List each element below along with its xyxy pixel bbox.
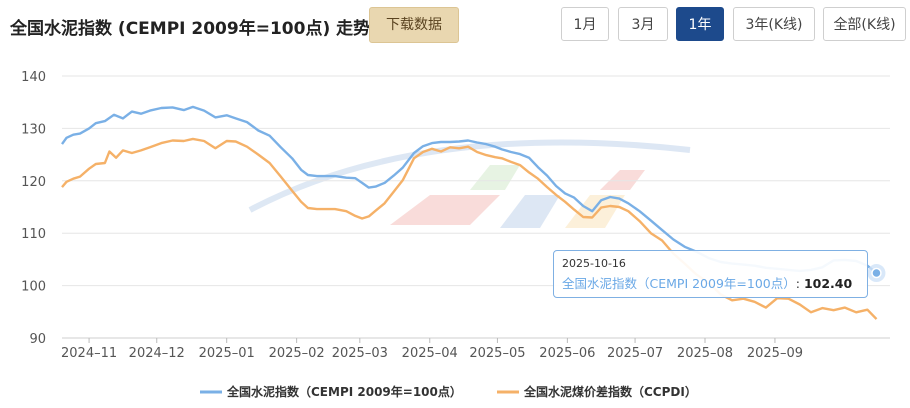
x-tick-label-10: 2025–09 xyxy=(747,346,803,361)
x-tick-label-7: 2025–06 xyxy=(539,346,595,361)
y-tick-label-130: 130 xyxy=(21,122,46,137)
y-tick-label-90: 90 xyxy=(29,332,46,347)
hover-markers xyxy=(867,264,886,283)
tooltip-separator: : xyxy=(795,276,800,291)
y-tick-label-120: 120 xyxy=(21,175,46,190)
y-axis: 90 100 110 120 130 140 xyxy=(21,70,46,347)
range-3-month-button[interactable]: 3月 xyxy=(618,7,668,41)
x-tick-label-1: 2024–12 xyxy=(129,346,185,361)
tooltip-date: 2025-10-16 xyxy=(562,257,626,270)
watermark-logo xyxy=(248,139,691,228)
x-tick-label-6: 2025–05 xyxy=(469,346,525,361)
legend-item-ccpdi[interactable]: 全国水泥煤价差指数（CCPDI） xyxy=(497,384,697,399)
range-3-year-kline-button[interactable]: 3年(K线) xyxy=(733,7,815,41)
y-tick-label-140: 140 xyxy=(21,70,46,85)
range-all-kline-button[interactable]: 全部(K线) xyxy=(823,7,906,41)
legend-label-ccpdi: 全国水泥煤价差指数（CCPDI） xyxy=(523,384,697,399)
series-line-0 xyxy=(61,105,878,274)
tooltip-series-name: 全国水泥指数（CEMPI 2009年=100点） xyxy=(562,276,796,291)
x-tick-label-4: 2025–03 xyxy=(332,346,388,361)
chart-legend: 全国水泥指数（CEMPI 2009年=100点） 全国水泥煤价差指数（CCPDI… xyxy=(200,384,697,399)
x-tick-label-0: 2024–11 xyxy=(61,346,117,361)
x-axis: 2024–11 2024–12 2025–01 2025–02 2025–03 2025–… xyxy=(61,338,803,361)
range-1-year-button[interactable]: 1年 xyxy=(676,7,724,41)
tooltip-value: 102.40 xyxy=(803,276,853,291)
legend-label-cempi: 全国水泥指数（CEMPI 2009年=100点） xyxy=(226,384,462,399)
y-tick-label-110: 110 xyxy=(21,227,46,242)
page-title: 全国水泥指数 (CEMPI 2009年=100点) 走势 xyxy=(10,19,371,39)
x-tick-label-8: 2025–07 xyxy=(607,346,663,361)
download-data-button[interactable]: 下载数据 xyxy=(369,7,459,43)
range-1-month-button[interactable]: 1月 xyxy=(561,7,609,41)
x-tick-label-3: 2025–02 xyxy=(269,346,325,361)
y-tick-label-100: 100 xyxy=(21,280,46,295)
tooltip-row: 全国水泥指数（CEMPI 2009年=100点）: 102.40 xyxy=(562,273,859,292)
legend-item-cempi[interactable]: 全国水泥指数（CEMPI 2009年=100点） xyxy=(200,384,462,399)
x-tick-label-9: 2025–08 xyxy=(677,346,733,361)
hover-marker-point xyxy=(871,267,882,279)
x-tick-label-2: 2025–01 xyxy=(199,346,255,361)
chart-tooltip: 2025-10-16 全国水泥指数（CEMPI 2009年=100点）: 102… xyxy=(553,250,868,298)
x-tick-label-5: 2025–04 xyxy=(402,346,458,361)
